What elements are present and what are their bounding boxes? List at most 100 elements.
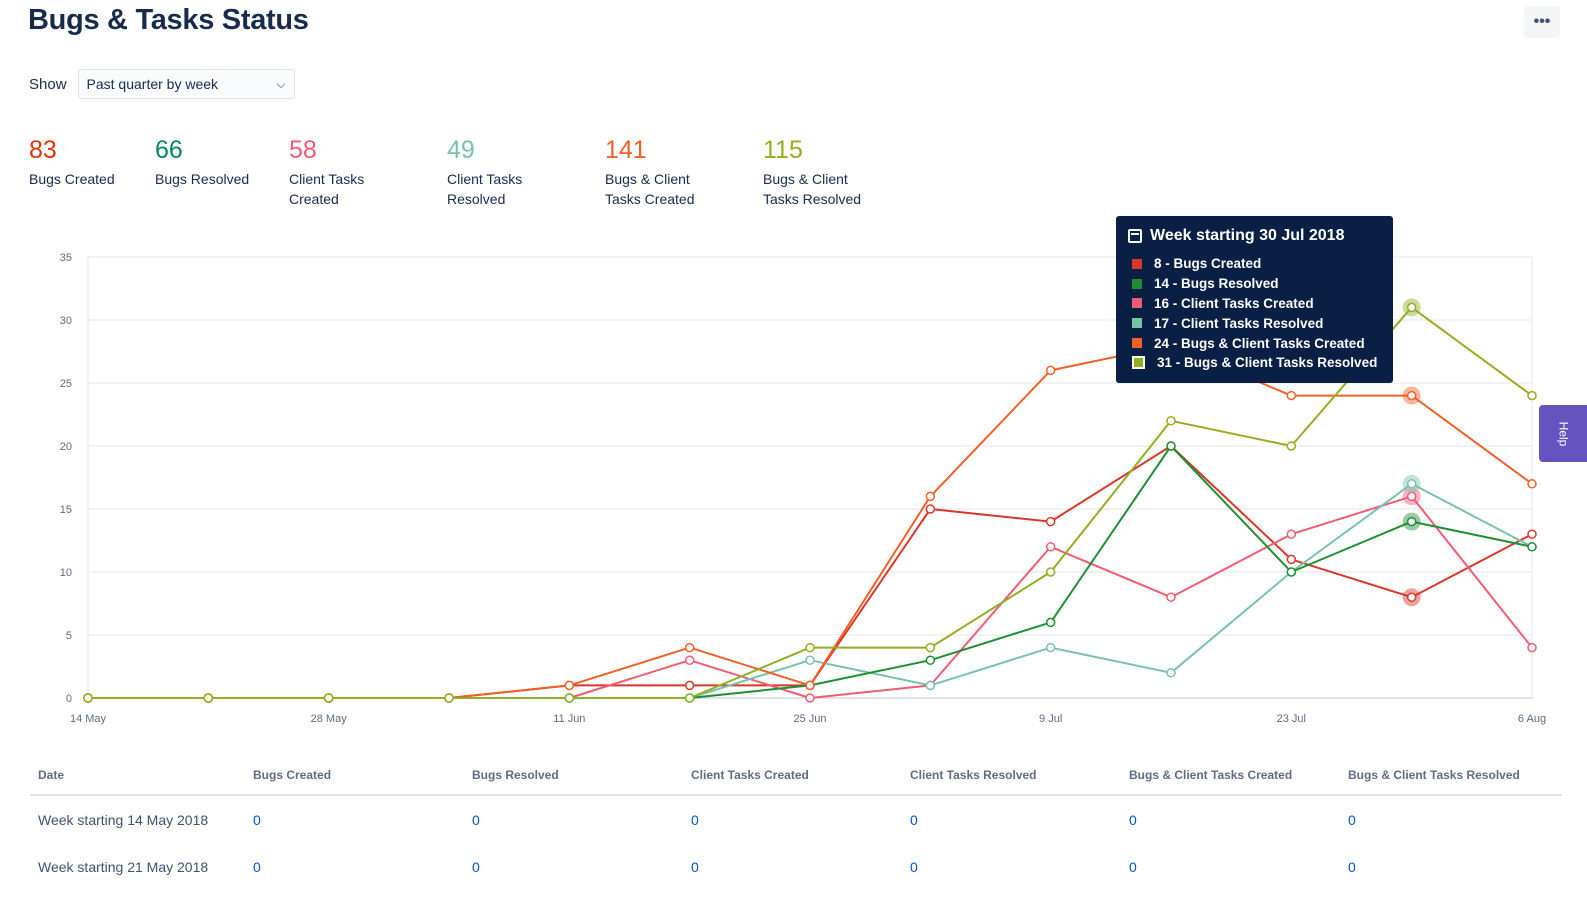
data-point bbox=[1045, 542, 1056, 552]
legend-swatch bbox=[1132, 318, 1142, 329]
stat-bugs-client-tasks-resolved: 115 Bugs & Client Tasks Resolved bbox=[763, 136, 861, 209]
tooltip-item-text: 14 - Bugs Resolved bbox=[1154, 276, 1279, 292]
data-point bbox=[684, 680, 695, 691]
data-point bbox=[1286, 441, 1297, 451]
page-title: Bugs & Tasks Status bbox=[28, 4, 309, 36]
tooltip-item: 14 - Bugs Resolved bbox=[1128, 274, 1381, 294]
more-actions-button[interactable]: ••• bbox=[1524, 6, 1560, 38]
series-line-client-tasks-resolved bbox=[88, 482, 1533, 699]
stat-bugs-resolved: 66 Bugs Resolved bbox=[155, 136, 249, 189]
table-header-row: Date Bugs Created Bugs Resolved Client T… bbox=[30, 756, 1562, 796]
x-tick-label: 6 Aug bbox=[1518, 713, 1546, 725]
data-point bbox=[805, 655, 815, 665]
cell-link[interactable]: 0 bbox=[472, 858, 480, 875]
data-point bbox=[83, 693, 93, 703]
cell-link[interactable]: 0 bbox=[1129, 858, 1137, 875]
stat-value: 141 bbox=[605, 136, 647, 164]
cell-link[interactable]: 0 bbox=[910, 858, 918, 875]
data-point bbox=[1527, 479, 1537, 489]
stat-value: 49 bbox=[447, 136, 475, 164]
stat-client-tasks-resolved: 49 Client Tasks Resolved bbox=[447, 136, 522, 209]
data-point bbox=[564, 680, 575, 691]
data-point bbox=[925, 642, 936, 653]
stat-value: 66 bbox=[155, 136, 183, 164]
show-filter: Show Past quarter by week ⌵ bbox=[29, 69, 295, 99]
data-point bbox=[805, 642, 815, 653]
stat-value: 115 bbox=[763, 136, 803, 164]
data-point bbox=[684, 693, 695, 703]
x-tick-label: 28 May bbox=[311, 713, 348, 725]
help-label: Help bbox=[1556, 421, 1570, 446]
stat-value: 83 bbox=[29, 136, 57, 164]
data-table: Date Bugs Created Bugs Resolved Client T… bbox=[30, 756, 1562, 890]
cell-link[interactable]: 0 bbox=[1129, 811, 1137, 828]
data-point bbox=[1527, 390, 1537, 401]
stat-bugs-client-tasks-created: 141 Bugs & Client Tasks Created bbox=[605, 136, 694, 209]
data-point bbox=[1045, 642, 1056, 653]
legend-swatch bbox=[1132, 278, 1142, 289]
tooltip-header: Week starting 30 Jul 2018 bbox=[1128, 227, 1381, 245]
legend-swatch bbox=[1132, 258, 1142, 269]
y-tick-label: 20 bbox=[60, 441, 72, 453]
data-point bbox=[1406, 516, 1417, 527]
cell-link[interactable]: 0 bbox=[691, 811, 699, 828]
y-tick-label: 10 bbox=[60, 567, 72, 579]
period-select[interactable]: Past quarter by week ⌵ bbox=[77, 69, 295, 99]
cell-link[interactable]: 0 bbox=[1348, 811, 1356, 828]
data-point bbox=[925, 680, 936, 691]
series-line-client-tasks-created bbox=[88, 495, 1533, 699]
column-header: Date bbox=[30, 756, 245, 796]
data-point bbox=[1527, 529, 1537, 539]
tooltip-item-text: 31 - Bugs & Client Tasks Resolved bbox=[1157, 355, 1378, 371]
data-point bbox=[1166, 416, 1176, 426]
data-point bbox=[564, 693, 575, 703]
x-tick-label: 9 Jul bbox=[1039, 713, 1062, 725]
y-tick-label: 30 bbox=[60, 315, 72, 327]
more-icon: ••• bbox=[1533, 13, 1551, 30]
x-tick-label: 23 Jul bbox=[1277, 713, 1306, 725]
data-point bbox=[684, 642, 695, 653]
stat-client-tasks-created: 58 Client Tasks Created bbox=[289, 136, 364, 209]
data-point bbox=[444, 693, 454, 703]
cell-link[interactable]: 0 bbox=[910, 811, 918, 828]
tooltip-item-text: 16 - Client Tasks Created bbox=[1154, 295, 1314, 311]
data-point bbox=[323, 693, 334, 703]
cell-link[interactable]: 0 bbox=[253, 858, 261, 875]
tooltip-item: 16 - Client Tasks Created bbox=[1128, 294, 1381, 314]
tooltip-item-text: 17 - Client Tasks Resolved bbox=[1154, 315, 1324, 331]
column-header: Bugs & Client Tasks Resolved bbox=[1340, 756, 1562, 796]
tooltip-item: 17 - Client Tasks Resolved bbox=[1128, 313, 1381, 333]
calendar-icon bbox=[1128, 229, 1142, 243]
cell-link[interactable]: 0 bbox=[1348, 858, 1356, 875]
stat-value: 58 bbox=[289, 136, 317, 164]
column-header: Bugs & Client Tasks Created bbox=[1121, 756, 1340, 796]
cell-link[interactable]: 0 bbox=[691, 858, 699, 875]
stat-label: Bugs & Client Tasks Created bbox=[605, 171, 695, 207]
data-point bbox=[684, 655, 695, 665]
period-select-value: Past quarter by week bbox=[86, 76, 219, 92]
chart-tooltip: Week starting 30 Jul 2018 8 - Bugs Creat… bbox=[1116, 216, 1393, 383]
x-tick-label: 14 May bbox=[70, 713, 107, 725]
show-label: Show bbox=[29, 75, 67, 93]
stat-label: Bugs Resolved bbox=[155, 171, 250, 187]
data-point bbox=[1166, 592, 1176, 602]
cell-link[interactable]: 0 bbox=[253, 811, 261, 828]
chevron-down-icon: ⌵ bbox=[276, 76, 286, 91]
data-point bbox=[1286, 390, 1297, 401]
column-header: Bugs Resolved bbox=[464, 756, 683, 796]
data-point bbox=[1286, 529, 1297, 539]
data-point bbox=[1045, 567, 1056, 577]
data-point bbox=[925, 491, 936, 502]
help-button[interactable]: Help bbox=[1539, 405, 1587, 462]
data-point bbox=[1406, 479, 1417, 489]
column-header: Client Tasks Created bbox=[683, 756, 902, 796]
stat-label: Bugs Created bbox=[29, 171, 115, 187]
cell-link[interactable]: 0 bbox=[472, 811, 480, 828]
line-chart: 0 5 10 15 20 25 30 35 14 May 28 May 11 Jun 25 Jun 9 … bbox=[60, 252, 1546, 725]
legend-swatch bbox=[1132, 298, 1142, 309]
column-header: Client Tasks Resolved bbox=[902, 756, 1121, 796]
data-point bbox=[1166, 441, 1176, 451]
data-point bbox=[925, 504, 936, 514]
x-tick-label: 25 Jun bbox=[793, 713, 826, 725]
legend-swatch bbox=[1132, 356, 1145, 370]
